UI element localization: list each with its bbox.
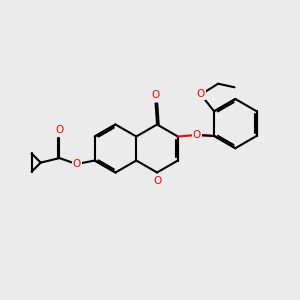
Text: O: O [197, 89, 205, 100]
Text: O: O [55, 125, 64, 135]
Text: O: O [152, 90, 160, 100]
Text: O: O [192, 130, 201, 140]
Text: O: O [73, 159, 81, 169]
Text: O: O [153, 176, 161, 186]
